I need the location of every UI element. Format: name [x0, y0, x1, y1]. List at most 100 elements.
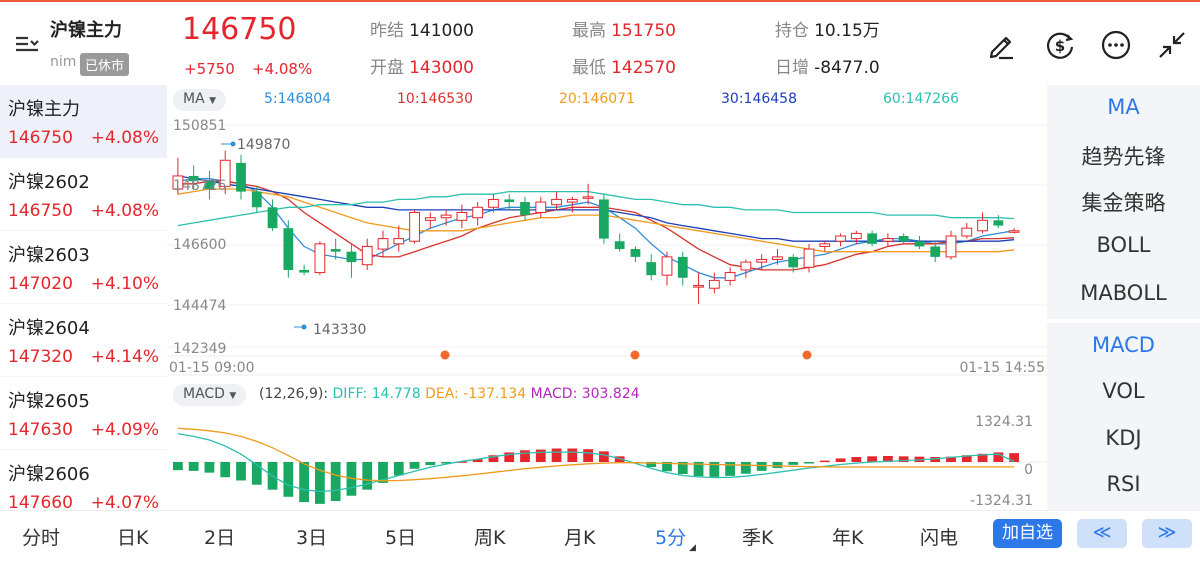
tab-monthly-k[interactable]: 月K [564, 527, 596, 549]
trade-currency-icon[interactable]: $ [1043, 28, 1077, 62]
event-marker-dot [802, 350, 812, 360]
dropdown-corner-icon[interactable]: ◢ [689, 543, 696, 553]
tab-2day[interactable]: 2日 [204, 527, 236, 549]
contract-name: 沪镍2602 [8, 172, 90, 193]
panel-divider [1047, 319, 1200, 323]
macd-histogram-bar [220, 462, 231, 478]
high-marker-dot [230, 141, 236, 147]
low-marker-dot [301, 324, 307, 330]
candle-body [582, 196, 594, 199]
candle-body [961, 227, 973, 237]
macd-histogram-bar [725, 462, 736, 476]
indicator-ma[interactable]: MA [1107, 95, 1140, 119]
candle-body [346, 251, 357, 263]
macd-histogram-bar [472, 459, 483, 462]
indicator-trend-pioneer[interactable]: 趋势先锋 [1081, 145, 1166, 169]
stat-open: 开盘 143000 [370, 53, 474, 78]
stat-label: 持仓 [775, 21, 809, 41]
chevron-down-icon: ▼ [229, 391, 237, 401]
tab-5min[interactable]: 5分 [655, 527, 687, 549]
tab-yearly-k[interactable]: 年K [832, 527, 864, 549]
macd-histogram-bar [535, 449, 546, 462]
contract-item[interactable]: 沪镍2606 147660 +4.07% [0, 450, 167, 523]
add-to-watchlist-button[interactable]: 加自选 [993, 519, 1062, 548]
ma-line-ma20 [177, 188, 1015, 253]
candle-body [172, 175, 184, 190]
macd-histogram-bar [977, 453, 988, 462]
ma-line-ma60 [177, 190, 1015, 227]
candle-body [693, 285, 704, 288]
contract-price: 146750 [8, 128, 73, 148]
instrument-title[interactable]: 沪镍主力 [50, 20, 122, 41]
contract-name: 沪镍2605 [8, 391, 90, 412]
instrument-code: nim [50, 54, 77, 70]
contract-item[interactable]: 沪镍2604 147320 +4.14% [0, 304, 167, 377]
tab-lightning[interactable]: 闪电 [920, 527, 959, 549]
indicator-maboll[interactable]: MABOLL [1080, 281, 1167, 305]
candle-body [219, 159, 231, 187]
macd-histogram-bar [204, 462, 215, 473]
macd-indicator-pill[interactable]: MACD ▼ [173, 384, 247, 406]
ma20-value: 20:146071 [559, 91, 635, 107]
candle-body [504, 199, 515, 203]
candle-body [314, 243, 326, 274]
candle-body [377, 238, 389, 250]
stat-label: 日增 [775, 58, 809, 78]
macd-histogram-bar [188, 462, 199, 471]
macd-histogram-bar [583, 449, 594, 462]
macd-histogram-bar [930, 457, 941, 462]
candle-body [756, 259, 768, 263]
stat-value: 10.15万 [814, 21, 880, 41]
tab-daily-k[interactable]: 日K [117, 527, 149, 549]
candle-body [409, 211, 420, 242]
indicator-kdj[interactable]: KDJ [1105, 426, 1142, 450]
indicator-boll[interactable]: BOLL [1096, 233, 1151, 257]
contract-list: 沪镍主力 146750 +4.08% 沪镍2602 146750 +4.08% … [0, 85, 167, 513]
ma10-value: 10:146530 [397, 91, 473, 107]
candle-body [914, 241, 925, 247]
draw-pen-icon[interactable] [985, 28, 1019, 62]
more-options-icon[interactable] [1099, 28, 1133, 62]
market-status-badge: 已休市 [80, 53, 130, 76]
stat-value: 142570 [611, 58, 676, 78]
macd-histogram-bar [299, 462, 310, 503]
contract-item[interactable]: 沪镍2603 147020 +4.10% [0, 231, 167, 304]
tab-intraday[interactable]: 分时 [22, 527, 61, 549]
tab-5day[interactable]: 5日 [385, 527, 417, 549]
macd-histogram-bar [520, 450, 530, 462]
contract-item[interactable]: 沪镍2605 147630 +4.09% [0, 377, 167, 450]
candle-body [236, 162, 246, 192]
candle-body [867, 233, 878, 244]
indicator-macd[interactable]: MACD [1092, 333, 1155, 357]
tab-weekly-k[interactable]: 周K [474, 527, 506, 549]
kline-chart-area[interactable]: MA ▼ 5:146804 10:146530 20:146071 30:146… [167, 85, 1047, 510]
candle-body [708, 279, 720, 289]
collapse-icon[interactable] [1155, 28, 1189, 62]
indicator-vol[interactable]: VOL [1102, 379, 1145, 403]
contract-change: +4.09% [90, 420, 159, 440]
indicator-rsi[interactable]: RSI [1106, 472, 1141, 496]
macd-histogram-bar [772, 462, 783, 469]
period-tab-bar: 分时 日K 2日 3日 5日 周K 月K 5分 ◢ 季K 年K 闪电 [0, 510, 1200, 570]
indicator-fund-strategy[interactable]: 集金策略 [1081, 191, 1166, 215]
prev-contract-button[interactable]: ≪ [1077, 519, 1127, 548]
candle-body [267, 207, 278, 229]
list-menu-icon[interactable] [14, 32, 40, 56]
contract-item[interactable]: 沪镍主力 146750 +4.08% [0, 85, 167, 158]
macd-histogram-bar [236, 462, 246, 481]
tab-quarterly-k[interactable]: 季K [742, 527, 774, 549]
candle-body [330, 249, 341, 252]
tab-3day[interactable]: 3日 [296, 527, 328, 549]
macd-bottom-tick: -1324.31 [970, 493, 1033, 509]
contract-item[interactable]: 沪镍2602 146750 +4.08% [0, 158, 167, 231]
macd-histogram-bar [756, 462, 767, 471]
ma-line-ma10 [177, 180, 1015, 271]
candle-body [299, 269, 310, 273]
next-contract-button[interactable]: ≫ [1142, 519, 1192, 548]
candle-body [803, 248, 815, 268]
macd-histogram-bar [598, 451, 609, 462]
ma-indicator-pill[interactable]: MA ▼ [173, 89, 227, 111]
macd-histogram-bar [993, 452, 1004, 462]
candle-body [393, 238, 405, 245]
contract-price: 147660 [8, 493, 73, 513]
